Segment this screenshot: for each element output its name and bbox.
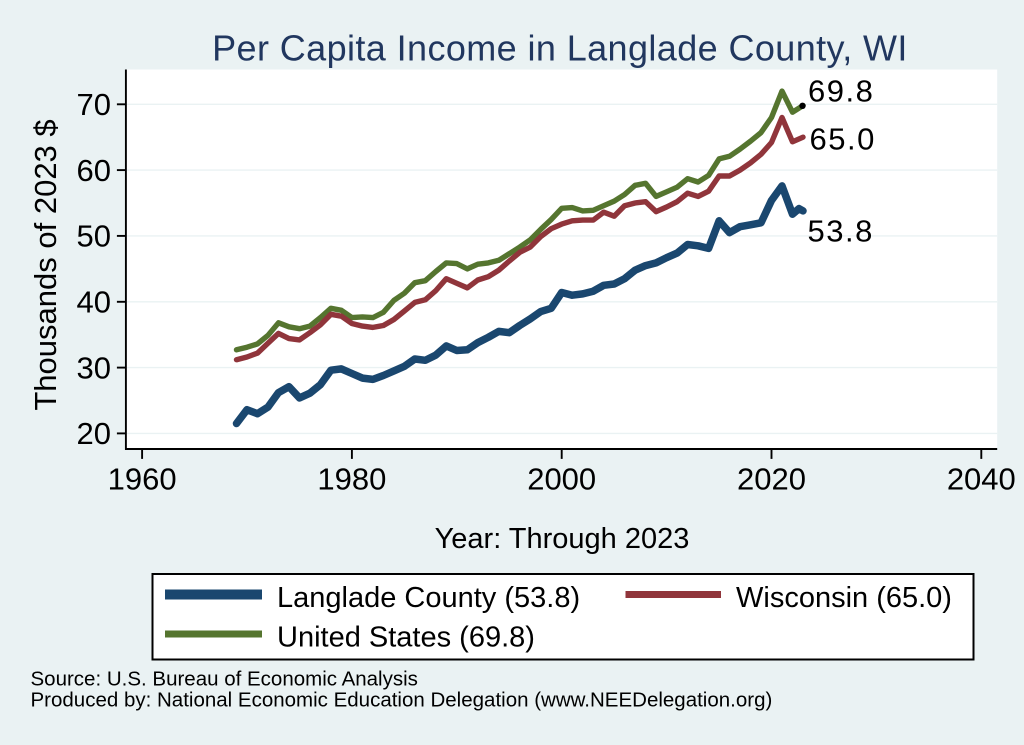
svg-text:Year: Through 2023: Year: Through 2023 (435, 523, 690, 555)
svg-text:65.0: 65.0 (810, 122, 876, 157)
svg-text:Thousands of 2023 $: Thousands of 2023 $ (28, 119, 63, 410)
svg-text:30: 30 (77, 350, 111, 385)
svg-text:2000: 2000 (527, 462, 596, 497)
svg-text:2020: 2020 (737, 462, 806, 497)
svg-text:2040: 2040 (947, 462, 1016, 497)
svg-text:Source: U.S. Bureau of Economi: Source: U.S. Bureau of Economic Analysis (31, 668, 418, 691)
svg-text:Wisconsin (65.0): Wisconsin (65.0) (736, 582, 952, 614)
svg-text:Per Capita Income in Langlade: Per Capita Income in Langlade County, WI (212, 28, 908, 69)
svg-text:60: 60 (77, 153, 111, 188)
svg-text:20: 20 (77, 416, 111, 451)
svg-text:Produced by: National Economic: Produced by: National Economic Education… (31, 688, 773, 711)
svg-text:53.8: 53.8 (808, 214, 874, 249)
svg-text:50: 50 (77, 219, 111, 254)
svg-text:1960: 1960 (108, 462, 177, 497)
svg-text:40: 40 (77, 285, 111, 320)
svg-text:69.8: 69.8 (808, 74, 874, 109)
svg-text:70: 70 (77, 87, 111, 122)
svg-text:1980: 1980 (317, 462, 386, 497)
svg-text:Langlade County (53.8): Langlade County (53.8) (277, 582, 580, 614)
svg-text:United States (69.8): United States (69.8) (277, 621, 535, 653)
